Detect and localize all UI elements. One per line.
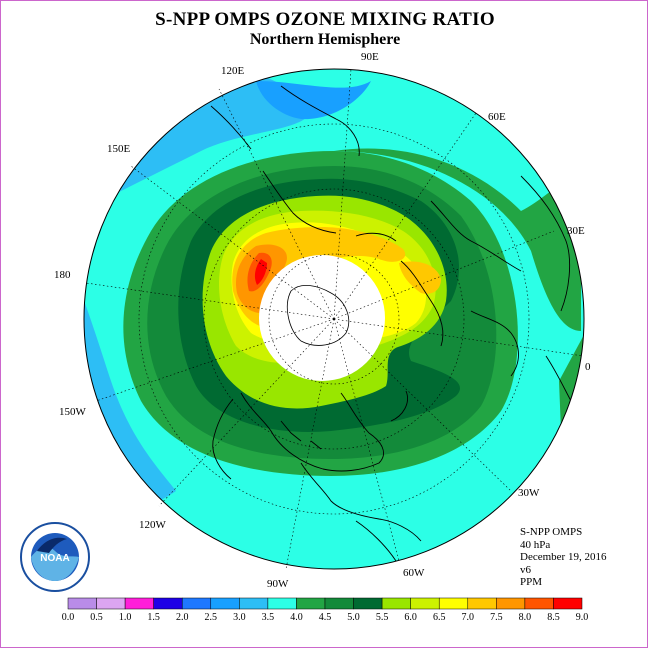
colorbar-swatch	[353, 597, 383, 610]
ozone-lower-region-asia	[256, 81, 371, 120]
lon-label-90e: 90E	[361, 51, 379, 63]
colorbar-swatch	[181, 597, 212, 610]
colorbar-tick-label: 8.0	[519, 612, 532, 623]
colorbar-tick-label: 8.5	[547, 612, 560, 623]
polar-coastline	[287, 284, 350, 346]
graticule	[85, 68, 584, 570]
colorbar-swatch	[239, 597, 269, 610]
colorbar-swatch	[96, 597, 126, 610]
no-data-region	[259, 255, 385, 381]
colorbar-swatch	[124, 597, 154, 610]
lon-label-30w: 30W	[518, 487, 540, 499]
date-label: December 19, 2016	[520, 551, 607, 563]
colorbar-tick-label: 6.0	[404, 612, 417, 623]
colorbar-tick-label: 6.5	[433, 612, 446, 623]
lon-label-180: 180	[54, 269, 71, 281]
figure-subtitle: Northern Hemisphere	[249, 31, 401, 48]
colorbar-swatch	[67, 597, 97, 610]
colorbar-swatch	[324, 597, 354, 610]
colorbar-tick-label: 2.0	[176, 612, 189, 623]
colorbar-tick-label: 0.0	[62, 612, 75, 623]
colorbar-tick-label: 1.5	[147, 612, 160, 623]
colorbar-swatch	[524, 597, 554, 610]
lon-label-30e: 30E	[567, 225, 585, 237]
colorbar: 0.0 0.5 1.0 1.5 2.0 2.5 3.0 3.5 4.0 4.5 5.0 5.5 6.0 6…	[62, 597, 589, 623]
colorbar-swatch	[467, 597, 497, 610]
colorbar-tick-label: 4.0	[290, 612, 303, 623]
lon-label-120w: 120W	[139, 519, 166, 531]
map-boundary	[83, 68, 585, 570]
colorbar-tick-label: 5.0	[347, 612, 360, 623]
colorbar-swatch	[553, 597, 583, 610]
colorbar-tick-label: 5.5	[376, 612, 389, 623]
colorbar-swatch	[438, 597, 469, 610]
colorbar-swatch	[296, 597, 326, 610]
lon-label-150e: 150E	[107, 143, 131, 155]
colorbar-swatch	[210, 597, 240, 610]
version-label: v6	[520, 563, 531, 576]
colorbar-swatch	[410, 597, 440, 610]
lon-label-60w: 60W	[403, 567, 425, 579]
colorbar-swatch	[381, 597, 411, 610]
colorbar-tick-label: 7.0	[462, 612, 475, 623]
units-label: PPM	[520, 576, 543, 588]
lon-label-60e: 60E	[488, 111, 506, 123]
ozone-8-5-band	[254, 259, 267, 285]
colorbar-swatch	[153, 597, 183, 610]
instrument-label: S-NPP OMPS	[520, 526, 583, 538]
colorbar-tick-label: 3.5	[262, 612, 275, 623]
colorbar-tick-label: 1.0	[119, 612, 132, 623]
colorbar-tick-label: 9.0	[576, 612, 589, 623]
noaa-logo-text: NOAA	[40, 553, 69, 564]
lon-label-150w: 150W	[59, 406, 86, 418]
colorbar-swatch	[267, 597, 297, 610]
lon-label-0: 0	[585, 361, 591, 373]
colorbar-tick-label: 2.5	[205, 612, 218, 623]
colorbar-tick-label: 0.5	[90, 612, 103, 623]
lon-label-120e: 120E	[221, 65, 245, 77]
lon-label-90w: 90W	[267, 578, 289, 590]
colorbar-tick-label: 4.5	[319, 612, 332, 623]
figure-title: S-NPP OMPS OZONE MIXING RATIO	[155, 9, 495, 30]
colorbar-swatch	[496, 597, 526, 610]
noaa-logo-icon: NOAA	[20, 522, 90, 592]
info-block: S-NPP OMPS 40 hPa December 19, 2016 v6 P…	[520, 526, 606, 589]
pressure-level-label: 40 hPa	[520, 538, 551, 551]
colorbar-tick-label: 3.0	[233, 612, 246, 623]
colorbar-tick-label: 7.5	[490, 612, 503, 623]
